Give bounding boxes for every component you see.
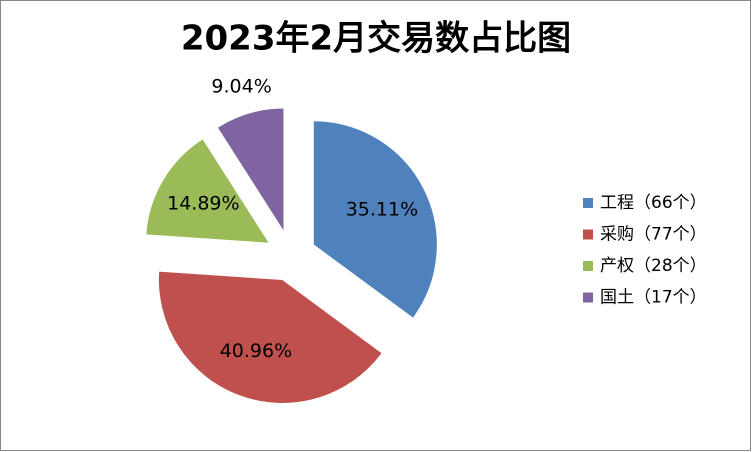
data-label: 9.04% [211,75,271,97]
data-label: 35.11% [346,199,418,221]
data-label: 40.96% [220,340,292,362]
legend-label: 工程（66个） [600,193,707,213]
legend-swatch [583,292,593,303]
pie-slice [312,120,438,320]
legend-swatch [583,229,593,240]
legend-swatch [583,198,593,208]
legend-label: 国土（17个） [600,288,707,308]
pie-slice [216,107,285,234]
pie-slice [157,270,383,404]
legend-label: 产权（28个） [600,256,707,276]
data-label: 14.89% [167,193,239,215]
legend-label: 采购（77个） [600,225,707,245]
legend-swatch [583,261,593,271]
pie-slice [145,138,271,244]
chart-title: 2023年2月交易数占比图 [181,19,571,59]
